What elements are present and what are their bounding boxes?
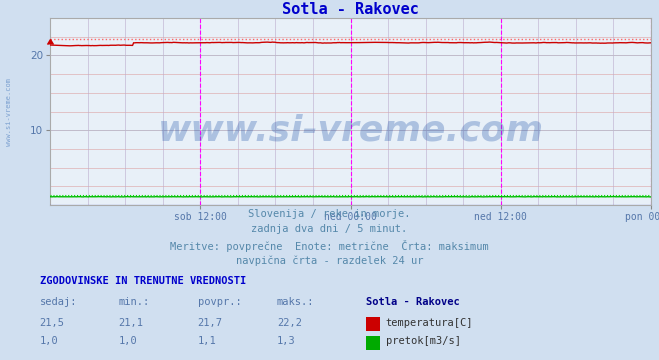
Text: pretok[m3/s]: pretok[m3/s] xyxy=(386,336,461,346)
Text: 1,0: 1,0 xyxy=(40,336,58,346)
Text: 21,1: 21,1 xyxy=(119,318,144,328)
Text: sedaj:: sedaj: xyxy=(40,297,77,307)
Text: 1,3: 1,3 xyxy=(277,336,295,346)
Text: www.si-vreme.com: www.si-vreme.com xyxy=(158,113,544,147)
Text: zadnja dva dni / 5 minut.: zadnja dva dni / 5 minut. xyxy=(251,224,408,234)
Text: Slovenija / reke in morje.: Slovenija / reke in morje. xyxy=(248,208,411,219)
Text: min.:: min.: xyxy=(119,297,150,307)
Text: 1,0: 1,0 xyxy=(119,336,137,346)
Text: Meritve: povprečne  Enote: metrične  Črta: maksimum: Meritve: povprečne Enote: metrične Črta:… xyxy=(170,239,489,252)
Text: maks.:: maks.: xyxy=(277,297,314,307)
Text: 1,1: 1,1 xyxy=(198,336,216,346)
Text: 21,5: 21,5 xyxy=(40,318,65,328)
Text: 21,7: 21,7 xyxy=(198,318,223,328)
Title: Sotla - Rakovec: Sotla - Rakovec xyxy=(282,2,419,17)
Text: temperatura[C]: temperatura[C] xyxy=(386,318,473,328)
Text: povpr.:: povpr.: xyxy=(198,297,241,307)
Text: navpična črta - razdelek 24 ur: navpična črta - razdelek 24 ur xyxy=(236,255,423,266)
Text: 22,2: 22,2 xyxy=(277,318,302,328)
Text: ZGODOVINSKE IN TRENUTNE VREDNOSTI: ZGODOVINSKE IN TRENUTNE VREDNOSTI xyxy=(40,276,246,286)
Text: www.si-vreme.com: www.si-vreme.com xyxy=(5,77,12,145)
Text: Sotla - Rakovec: Sotla - Rakovec xyxy=(366,297,459,307)
